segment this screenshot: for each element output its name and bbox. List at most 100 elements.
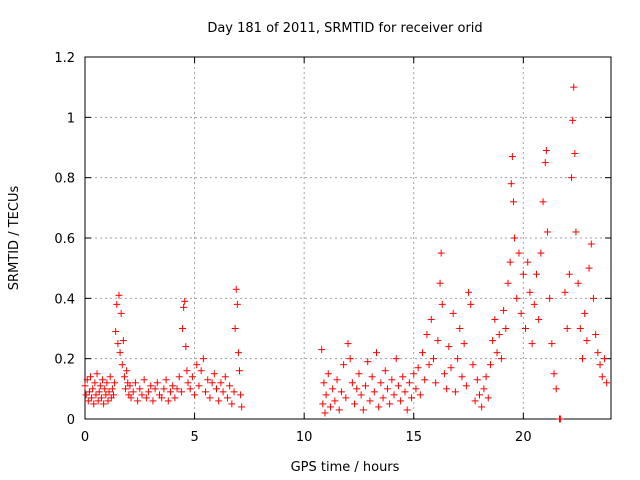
data-point [484, 394, 492, 402]
chart-title: Day 181 of 2011, SRMTID for receiver ori… [207, 21, 482, 36]
y-tick-label: 0.6 [54, 232, 75, 247]
x-tick-label: 0 [81, 430, 89, 445]
data-point [326, 403, 334, 411]
data-point [486, 361, 494, 369]
data-point [95, 388, 103, 396]
data-point [158, 394, 166, 402]
data-point [99, 376, 107, 384]
data-point [447, 364, 455, 372]
data-point [427, 315, 435, 323]
data-point [217, 379, 225, 387]
data-point [557, 415, 565, 423]
data-point [399, 373, 407, 381]
data-point [592, 331, 600, 339]
data-point [136, 385, 144, 393]
data-point [576, 325, 584, 332]
x-tick-label: 10 [296, 430, 313, 445]
data-point [319, 400, 327, 408]
data-point [388, 376, 396, 384]
data-point [164, 397, 172, 405]
data-point [112, 328, 120, 336]
data-point [94, 397, 102, 405]
data-points [81, 83, 611, 423]
axis-ticks: 0 0.2 0.4 0.6 0.8 1 1.2 0 5 10 15 20 [54, 51, 611, 445]
data-point [109, 391, 117, 399]
data-point [210, 370, 218, 378]
data-point [583, 337, 591, 345]
data-point [166, 388, 174, 396]
data-point [204, 376, 212, 384]
data-point [346, 355, 354, 363]
data-point [438, 300, 446, 308]
data-point [353, 385, 361, 393]
data-point [513, 294, 521, 302]
data-point [140, 376, 148, 384]
data-point [102, 391, 110, 399]
data-point [465, 288, 473, 296]
data-point [377, 379, 385, 387]
data-point [432, 379, 440, 387]
data-point [237, 391, 245, 399]
data-point [236, 367, 244, 375]
data-point [111, 379, 119, 387]
data-point [118, 361, 126, 369]
data-point [169, 382, 177, 390]
data-point [108, 385, 116, 393]
data-point [511, 234, 519, 242]
data-point [228, 400, 236, 408]
data-point [93, 370, 101, 378]
data-point [524, 258, 532, 266]
data-point [233, 300, 241, 308]
data-point [379, 394, 387, 402]
data-point [421, 376, 429, 384]
x-axis-label: GPS time / hours [291, 460, 400, 475]
y-tick-label: 1 [67, 111, 75, 126]
grid-lines [85, 57, 611, 419]
data-point [370, 388, 378, 396]
data-point [458, 373, 466, 381]
data-point [357, 391, 365, 399]
data-point [195, 382, 203, 390]
data-point [489, 337, 497, 345]
data-point [408, 394, 416, 402]
data-point [429, 355, 437, 363]
data-point [375, 403, 383, 411]
data-point [324, 370, 332, 378]
data-point [106, 373, 114, 381]
data-point [199, 355, 207, 363]
data-point [197, 367, 205, 375]
data-point [97, 394, 105, 402]
data-point [392, 355, 400, 363]
data-point [119, 337, 127, 345]
data-point [96, 382, 104, 390]
y-tick-label: 0.2 [54, 353, 75, 368]
data-point [149, 397, 157, 405]
data-point [416, 391, 424, 399]
x-tick-label: 20 [515, 430, 532, 445]
data-point [221, 373, 229, 381]
data-point [471, 397, 479, 405]
data-point [589, 294, 597, 302]
data-point [390, 391, 398, 399]
data-point [318, 346, 326, 354]
data-point [419, 349, 427, 357]
data-point [561, 288, 569, 296]
data-point [410, 370, 418, 378]
data-point [191, 391, 199, 399]
data-point [528, 340, 536, 348]
data-point [480, 385, 488, 393]
data-point [329, 385, 337, 393]
data-point [122, 385, 130, 393]
data-point [219, 388, 227, 396]
data-point [403, 406, 411, 414]
data-point [362, 382, 370, 390]
data-point [226, 382, 234, 390]
data-point [596, 361, 604, 369]
data-point [238, 403, 246, 411]
data-point [440, 370, 448, 378]
data-point [131, 379, 139, 387]
data-point [335, 406, 343, 414]
data-point [535, 315, 543, 323]
data-point [86, 373, 94, 381]
